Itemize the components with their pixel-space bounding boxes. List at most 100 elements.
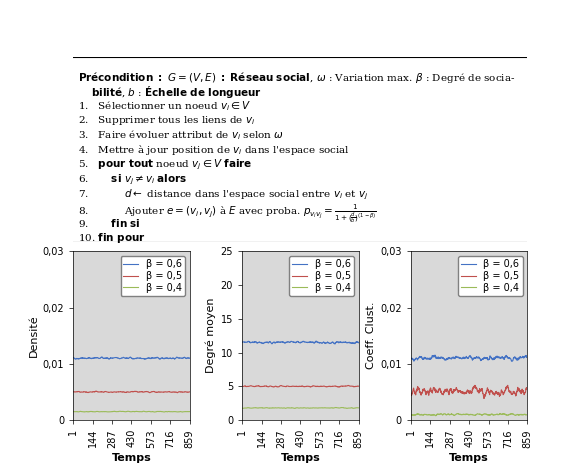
β = 0,4	[239, 405, 246, 411]
β = 0,4	[183, 409, 190, 414]
β = 0,4	[407, 412, 414, 418]
β = 0,6	[87, 355, 94, 361]
β = 0,4	[318, 405, 325, 411]
β = 0,4	[487, 412, 494, 417]
β = 0,6	[158, 355, 165, 361]
β = 0,4	[81, 409, 88, 415]
β = 0,5	[93, 388, 100, 394]
β = 0,6	[250, 339, 257, 345]
β = 0,5	[521, 391, 528, 397]
Text: 10. $\mathbf{fin\ pour}$: 10. $\mathbf{fin\ pour}$	[78, 231, 145, 245]
β = 0,6	[171, 356, 178, 362]
Text: $\mathbf{bilité}$, $b$ : $\mathbf{Échelle\ de\ longueur}$: $\mathbf{bilité}$, $b$ : $\mathbf{Échell…	[78, 84, 262, 101]
β = 0,6	[407, 356, 414, 362]
β = 0,6	[186, 355, 193, 361]
X-axis label: Temps: Temps	[281, 453, 320, 464]
Text: 2.   Supprimer tous les liens de $v_i$: 2. Supprimer tous les liens de $v_i$	[78, 114, 255, 127]
β = 0,5	[481, 396, 488, 401]
β = 0,4	[496, 411, 503, 416]
β = 0,4	[355, 405, 362, 411]
β = 0,6	[419, 356, 426, 362]
β = 0,5	[424, 388, 431, 394]
β = 0,4	[521, 412, 528, 417]
β = 0,6	[183, 356, 190, 362]
β = 0,5	[345, 383, 352, 388]
β = 0,4	[70, 409, 77, 414]
β = 0,4	[332, 405, 339, 410]
β = 0,4	[352, 405, 359, 411]
Text: $\mathbf{Précondition\ :}$ $G = (V,E)$ $\mathbf{:\ Réseau\ social}$, $\omega$ : : $\mathbf{Précondition\ :}$ $G = (V,E)$ $…	[78, 70, 515, 84]
Text: 9.       $\mathbf{fin\ si}$: 9. $\mathbf{fin\ si}$	[78, 217, 141, 228]
β = 0,6	[81, 355, 88, 361]
β = 0,6	[521, 354, 528, 360]
Line: β = 0,5: β = 0,5	[73, 391, 190, 393]
Line: β = 0,5: β = 0,5	[242, 386, 359, 387]
β = 0,6	[487, 354, 494, 360]
β = 0,6	[355, 340, 362, 346]
β = 0,5	[471, 382, 478, 388]
β = 0,6	[255, 340, 263, 346]
β = 0,4	[524, 412, 531, 418]
Line: β = 0,6: β = 0,6	[73, 357, 190, 359]
β = 0,4	[496, 412, 503, 417]
β = 0,6	[327, 340, 334, 346]
Line: β = 0,5: β = 0,5	[411, 385, 527, 398]
Line: β = 0,4: β = 0,4	[411, 413, 527, 416]
Legend: β = 0,6, β = 0,5, β = 0,4: β = 0,6, β = 0,5, β = 0,4	[121, 256, 185, 296]
β = 0,6	[269, 340, 276, 346]
Text: 4.   Mettre à jour position de $v_i$ dans l'espace social: 4. Mettre à jour position de $v_i$ dans …	[78, 143, 350, 157]
Text: 3.   Faire évoluer attribut de $v_i$ selon $\omega$: 3. Faire évoluer attribut de $v_i$ selon…	[78, 128, 284, 142]
β = 0,5	[352, 384, 359, 389]
β = 0,5	[355, 383, 362, 389]
Text: 7.           $d \leftarrow$ distance dans l'espace social entre $v_i$ et $v_j$: 7. $d \leftarrow$ distance dans l'espace…	[78, 187, 369, 202]
β = 0,4	[327, 405, 334, 411]
β = 0,4	[282, 405, 289, 411]
β = 0,5	[239, 383, 246, 389]
Y-axis label: Densité: Densité	[29, 314, 39, 357]
X-axis label: Temps: Temps	[111, 453, 151, 464]
β = 0,5	[318, 384, 325, 389]
β = 0,4	[179, 409, 186, 415]
β = 0,5	[70, 389, 77, 395]
β = 0,5	[407, 391, 414, 397]
β = 0,6	[424, 355, 431, 361]
β = 0,6	[98, 354, 105, 360]
β = 0,6	[70, 355, 77, 361]
β = 0,4	[100, 409, 107, 414]
Text: 1.   Sélectionner un noeud $v_i \in V$: 1. Sélectionner un noeud $v_i \in V$	[78, 99, 251, 113]
Y-axis label: Coeff. Clust.: Coeff. Clust.	[366, 302, 376, 370]
β = 0,6	[318, 340, 325, 346]
β = 0,6	[312, 338, 319, 344]
β = 0,5	[186, 389, 193, 395]
β = 0,6	[352, 340, 359, 346]
β = 0,4	[111, 408, 118, 414]
β = 0,5	[87, 389, 94, 395]
X-axis label: Temps: Temps	[449, 453, 489, 464]
β = 0,5	[146, 390, 154, 396]
β = 0,5	[488, 388, 495, 393]
β = 0,4	[158, 409, 165, 414]
Line: β = 0,6: β = 0,6	[242, 341, 359, 344]
β = 0,4	[255, 405, 263, 411]
Line: β = 0,4: β = 0,4	[73, 411, 190, 412]
β = 0,6	[496, 354, 503, 360]
β = 0,5	[250, 383, 257, 389]
β = 0,4	[424, 412, 431, 418]
β = 0,5	[81, 389, 88, 395]
β = 0,5	[524, 386, 531, 392]
Text: 8.           Ajouter $e = (v_i, v_j)$ à $E$ avec proba. $p_{v_iv_j} = \frac{1}{1: 8. Ajouter $e = (v_i, v_j)$ à $E$ avec p…	[78, 202, 377, 225]
β = 0,5	[183, 389, 190, 395]
Legend: β = 0,6, β = 0,5, β = 0,4: β = 0,6, β = 0,5, β = 0,4	[458, 256, 523, 296]
β = 0,4	[250, 405, 257, 411]
Legend: β = 0,6, β = 0,5, β = 0,4: β = 0,6, β = 0,5, β = 0,4	[289, 256, 354, 296]
β = 0,4	[87, 409, 94, 414]
β = 0,6	[431, 352, 438, 358]
Line: β = 0,4: β = 0,4	[242, 407, 359, 408]
β = 0,4	[438, 411, 445, 417]
β = 0,6	[149, 355, 156, 361]
β = 0,5	[158, 389, 165, 395]
β = 0,5	[496, 394, 503, 399]
Text: 6.       $\mathbf{si}$ $v_j \neq v_i$ $\mathbf{alors}$: 6. $\mathbf{si}$ $v_j \neq v_i$ $\mathbf…	[78, 173, 187, 187]
β = 0,4	[149, 409, 156, 414]
β = 0,4	[269, 405, 276, 411]
